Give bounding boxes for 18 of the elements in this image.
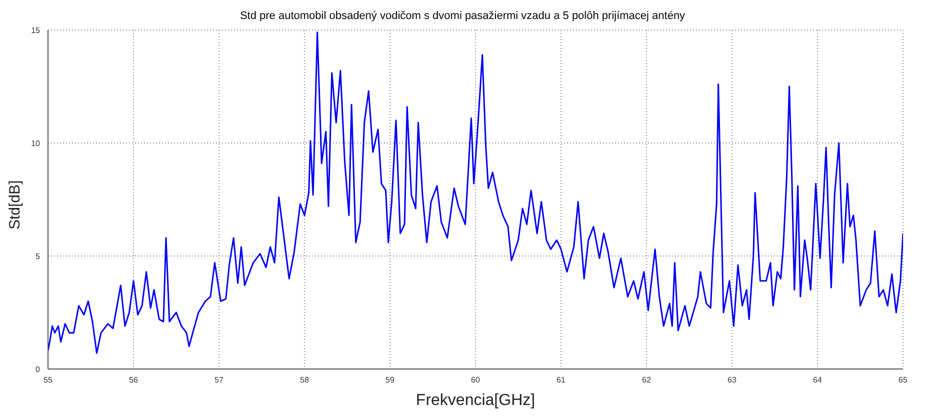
y-tick-label: 10 bbox=[31, 138, 41, 148]
y-tick-label: 0 bbox=[36, 364, 41, 374]
chart-title: Std pre automobil obsadený vodičom s dvomi pasažiermi vzadu a 5 polôh prijímacej antény bbox=[238, 9, 686, 24]
x-tick-label: 55 bbox=[44, 376, 53, 385]
x-tick-label: 65 bbox=[898, 376, 908, 385]
x-tick-label: 59 bbox=[386, 376, 395, 385]
y-tick-label: 5 bbox=[36, 252, 41, 261]
x-tick-label: 63 bbox=[728, 376, 737, 385]
x-tick-label: 61 bbox=[556, 376, 566, 385]
x-tick-label: 60 bbox=[471, 376, 480, 385]
x-tick-label: 56 bbox=[129, 376, 138, 385]
x-tick-label: 58 bbox=[300, 376, 310, 385]
x-tick-label: 57 bbox=[214, 376, 224, 385]
x-axis-title: Frekvencia[GHz] bbox=[416, 392, 536, 409]
y-tick-label: 15 bbox=[31, 26, 41, 35]
y-axis-title: Std[dB] bbox=[6, 180, 24, 230]
x-tick-label: 64 bbox=[813, 376, 822, 385]
x-tick-label: 62 bbox=[642, 376, 652, 385]
